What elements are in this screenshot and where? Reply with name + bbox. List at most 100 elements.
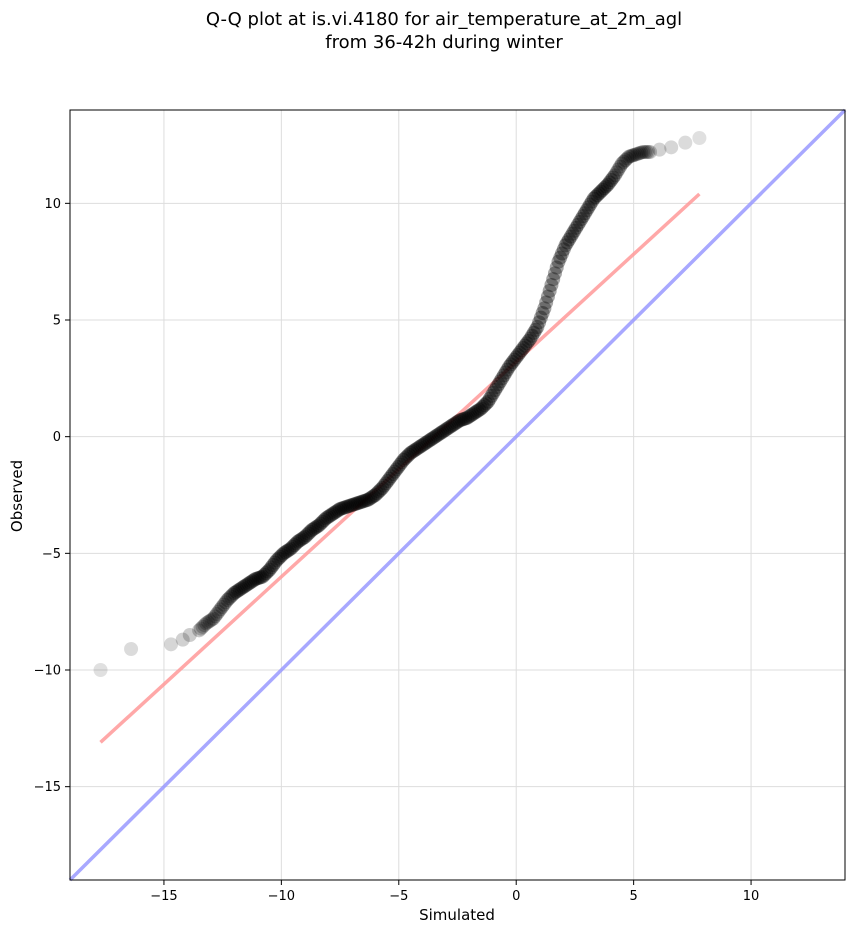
qq-point — [193, 621, 208, 636]
qq-point — [558, 238, 573, 253]
qq-point — [630, 146, 645, 161]
qq-point — [447, 416, 462, 431]
qq-point — [444, 419, 459, 434]
qq-point — [507, 352, 522, 367]
qq-point — [296, 531, 311, 546]
qq-point — [461, 409, 476, 424]
qq-point — [502, 359, 517, 374]
qq-point — [338, 500, 353, 515]
qq-point — [475, 399, 490, 414]
qq-point — [496, 368, 511, 383]
qq-point — [213, 602, 228, 617]
qq-point — [498, 365, 513, 380]
qq-point — [313, 516, 328, 531]
qq-point — [553, 250, 568, 265]
qq-point — [512, 345, 527, 360]
qq-point — [209, 607, 224, 621]
x-axis-label: Simulated — [419, 906, 495, 924]
qq-point — [269, 553, 284, 568]
x-tick-label: 10 — [743, 889, 760, 904]
qq-point — [359, 493, 374, 508]
qq-point — [192, 623, 207, 638]
qq-point — [232, 582, 247, 597]
qq-point — [255, 569, 270, 584]
qq-point — [451, 414, 466, 429]
qq-point — [333, 502, 348, 516]
qq-point — [262, 562, 277, 577]
x-tick-label: −15 — [150, 889, 177, 904]
qq-point — [326, 506, 341, 521]
qq-point — [574, 212, 589, 227]
qq-point — [343, 498, 358, 513]
qq-point — [230, 583, 245, 598]
qq-point — [403, 446, 418, 460]
identity-line — [68, 108, 847, 882]
qq-point — [539, 295, 554, 310]
qq-point — [387, 464, 402, 479]
qq-point — [253, 570, 268, 585]
y-axis-label: Observed — [8, 460, 26, 532]
qq-point — [412, 440, 427, 455]
qq-point — [431, 427, 446, 442]
qq-point — [436, 423, 451, 438]
qq-point — [438, 422, 453, 437]
qq-point — [303, 524, 318, 539]
qq-point — [560, 235, 575, 250]
qq-point — [252, 570, 267, 585]
x-axis-ticks: −15 −10 −5 0 5 10 — [150, 880, 759, 904]
qq-point — [299, 528, 314, 543]
qq-point — [199, 616, 214, 631]
qq-point — [239, 577, 254, 592]
qq-point — [373, 482, 388, 497]
qq-point — [248, 572, 263, 586]
qq-point — [452, 413, 467, 428]
qq-point — [414, 439, 429, 453]
qq-point — [664, 140, 679, 155]
qq-point — [225, 587, 240, 602]
qq-point — [535, 306, 550, 320]
qq-point — [208, 609, 223, 624]
qq-point — [197, 618, 212, 633]
qq-point — [347, 497, 362, 512]
qq-point — [340, 499, 355, 514]
qq-point — [401, 447, 416, 462]
qq-point — [294, 532, 309, 547]
qq-point — [613, 159, 628, 174]
qq-point — [257, 567, 272, 582]
qq-point — [602, 175, 617, 190]
qq-point — [354, 495, 369, 509]
qq-point — [384, 469, 399, 484]
qq-point — [540, 289, 555, 304]
qq-point — [495, 371, 510, 386]
qq-point — [385, 467, 400, 481]
qq-point — [405, 444, 420, 459]
qq-point — [315, 514, 330, 529]
qq-point — [620, 151, 635, 166]
qq-point — [454, 412, 469, 427]
qq-point — [510, 348, 525, 362]
qq-point — [408, 442, 423, 457]
qq-point — [593, 184, 608, 199]
qq-point — [211, 604, 226, 619]
chart-title-line-1: Q-Q plot at is.vi.4180 for air_temperatu… — [206, 9, 682, 30]
qq-point — [163, 637, 178, 652]
qq-point — [331, 503, 346, 518]
qq-point — [375, 481, 390, 495]
qq-point — [526, 325, 541, 340]
qq-point — [264, 560, 279, 575]
qq-point — [352, 495, 367, 510]
qq-point — [377, 478, 392, 493]
qq-point — [516, 341, 531, 355]
qq-point — [549, 260, 564, 275]
qq-point — [311, 518, 326, 533]
qq-point — [246, 573, 261, 588]
qq-point — [470, 404, 485, 418]
qq-point — [415, 437, 430, 452]
qq-point — [606, 170, 621, 185]
qq-point — [317, 513, 332, 528]
qq-point — [459, 411, 474, 425]
qq-point — [297, 530, 312, 544]
qq-point — [614, 156, 629, 171]
qq-point — [546, 272, 561, 287]
fit-line — [99, 192, 701, 744]
